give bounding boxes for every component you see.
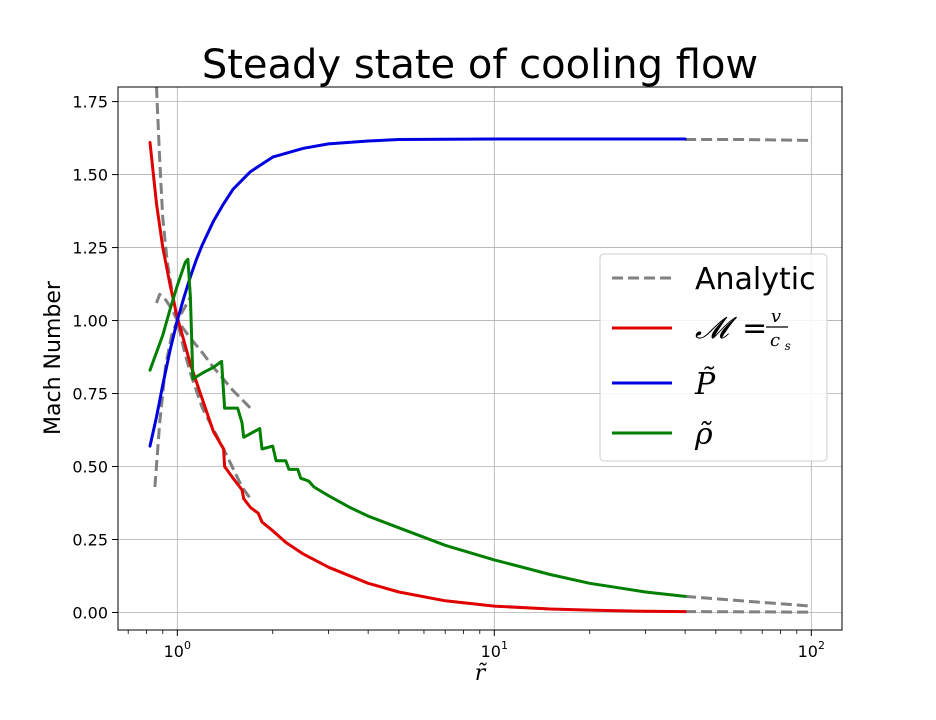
y-tick-label: 0.00 <box>72 603 108 622</box>
legend-mach-den-c: c <box>770 330 780 351</box>
x-tick-label: 102 <box>798 639 825 661</box>
legend-mach-den-s: s <box>785 339 791 353</box>
x-axis-label: r̃ <box>475 661 488 686</box>
y-tick-label: 1.25 <box>72 239 108 258</box>
y-tick-label: 0.75 <box>72 385 108 404</box>
y-tick-label: 1.00 <box>72 312 108 331</box>
x-tick-exponent: 2 <box>818 639 825 652</box>
y-axis: 0.00 0.25 0.50 0.75 1.00 1.25 1.50 1.75 <box>72 93 118 622</box>
series-line-mach <box>148 141 687 614</box>
y-tick-label: 0.25 <box>72 531 108 550</box>
legend-label-analytic: Analytic <box>695 262 816 297</box>
x-tick-label: 100 <box>164 639 191 661</box>
legend-mach-numerator: v <box>771 306 781 327</box>
y-axis-label: Mach Number <box>41 280 66 435</box>
legend-label-density: ρ̃ <box>694 417 713 452</box>
legend-box <box>599 253 828 462</box>
series-line-rho-analytic-tail <box>684 594 812 608</box>
legend-mach-equals: = <box>742 311 767 346</box>
legend-mach-denominator: c s <box>770 330 791 353</box>
x-tick-base: 10 <box>164 642 184 661</box>
x-tick-label: 101 <box>481 639 508 661</box>
legend-mach-symbol: 𝓜 <box>695 311 738 346</box>
series-line-p-analytic-tail <box>685 138 812 142</box>
legend-label-mach: 𝓜 = <box>695 311 767 346</box>
series-line-mach-analytic-tail <box>685 610 812 614</box>
x-tick-exponent: 1 <box>501 639 508 652</box>
x-tick-base: 10 <box>481 642 501 661</box>
y-tick-label: 1.50 <box>72 166 108 185</box>
grid <box>118 87 842 630</box>
chart-title: Steady state of cooling flow <box>202 42 758 88</box>
y-tick-label: 0.50 <box>72 458 108 477</box>
y-tick-label: 1.75 <box>72 93 108 112</box>
series-line-mach-analytic <box>155 86 252 500</box>
legend: Analytic 𝓜 = v c s P̃ ρ̃ <box>599 253 828 462</box>
series-line-rho-analytic-low <box>153 296 192 488</box>
x-tick-exponent: 0 <box>184 639 191 652</box>
x-tick-base: 10 <box>798 642 818 661</box>
legend-label-pressure: P̃ <box>694 367 716 402</box>
series-group <box>148 86 812 614</box>
series-line-pressure <box>148 137 687 448</box>
series-line-density <box>148 257 687 598</box>
x-axis: 100 101 102 <box>127 630 825 661</box>
